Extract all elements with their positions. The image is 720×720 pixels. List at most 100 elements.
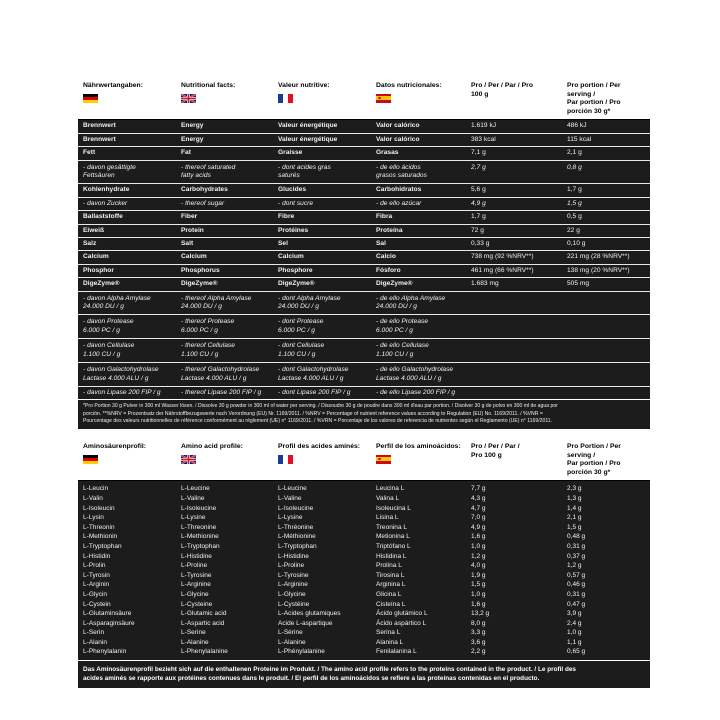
amino-value-100g: 7,0 g: [466, 513, 562, 523]
amino-cell-en: L-Phenylalanine: [176, 647, 273, 661]
nutrition-header-de-label: Nährwertangaben:: [83, 82, 143, 89]
nutrition-cell-fr: - dont Lipase 200 FIP / g: [273, 385, 371, 400]
amino-cell-en: L-Alanine: [176, 637, 273, 648]
nutrition-cell-es: Grasas: [371, 146, 466, 161]
nutrition-cell-en: - thereof Lipase 200 FIP / g: [176, 385, 273, 400]
nutrition-value-100g: [466, 314, 562, 339]
amino-cell-es: Treonina L: [371, 522, 466, 533]
nutrition-value-serving: 1,5 g: [562, 196, 650, 211]
amino-cell-fr: L-Glycine: [273, 589, 371, 600]
nutrition-cell-es: Sal: [371, 237, 466, 251]
amino-cell-fr: L-Phénylalanine: [273, 647, 371, 661]
amino-value-serving: 1,2 g: [562, 561, 650, 571]
nutrition-cell-de: - davon Protease 6.000 PC / g: [78, 314, 176, 339]
amino-value-100g: 1,0 g: [466, 589, 562, 600]
nutrition-cell-fr: - dont Protease 6.000 PC / g: [273, 314, 371, 339]
nutrition-cell-es: Calcio: [371, 250, 466, 265]
nutrition-cell-en: - thereof sugar: [176, 196, 273, 211]
amino-value-100g: 1,5 g: [466, 580, 562, 590]
amino-cell-de: L-Prolin: [78, 561, 176, 571]
nutrition-header-per-serving: Pro portion / Per serving / Par portion …: [562, 78, 650, 121]
amino-value-100g: 7,7 g: [466, 480, 562, 494]
nutrition-row: Brennwert Energy Valeur énergétique Valor c…: [78, 119, 650, 134]
nutrition-cell-fr: Glucides: [273, 183, 371, 198]
amino-cell-es: Alanina L: [371, 637, 466, 648]
nutrition-cell-de: - davon Cellulase 1.100 CU / g: [78, 338, 176, 363]
nutrition-cell-es: Valor calórico: [371, 132, 466, 147]
nutrition-footnote-line: porción. **%NRV = Prozentsatz der Nährst…: [83, 410, 543, 417]
nutrition-row: - davon gesättigte Fettsäuren - thereof sa…: [78, 159, 650, 184]
amino-cell-fr: L-Acides glutamiques: [273, 609, 371, 619]
nutrition-cell-en: Fiber: [176, 210, 273, 225]
nutrition-cell-de: Brennwert: [78, 132, 176, 147]
amino-header-fr-label: Profil des acides aminés:: [278, 443, 361, 450]
nutrition-row: Brennwert Energy Valeur énergétique Valor c…: [78, 132, 650, 147]
amino-cell-fr: L-Méthionine: [273, 532, 371, 542]
nutrition-cell-fr: Graisse: [273, 146, 371, 161]
amino-value-serving: 1,1 g: [562, 637, 650, 648]
nutrition-cell-de: Salz: [78, 237, 176, 251]
nutrition-cell-de: Phosphor: [78, 263, 176, 278]
nutrition-value-100g: 4,9 g: [466, 196, 562, 211]
nutrition-value-100g: 2,7 g: [466, 159, 562, 184]
amino-value-serving: 2,4 g: [562, 618, 650, 629]
nutrition-cell-de: Brennwert: [78, 119, 176, 134]
amino-cell-de: L-Isoleucin: [78, 503, 176, 514]
amino-value-serving: 0,48 g: [562, 532, 650, 542]
nutrition-cell-es: - de ello Alpha Amylase 24.000 DU / g: [371, 290, 466, 315]
amino-cell-es: Prolina L: [371, 561, 466, 571]
nutrition-cell-en: Carbohydrates: [176, 183, 273, 198]
flag-france-icon: [278, 454, 367, 464]
nutrition-cell-en: Fat: [176, 146, 273, 161]
amino-cell-fr: Acide L-aspartique: [273, 618, 371, 629]
amino-header-per-100g: Pro / Per / Par / Pro 100 g: [466, 439, 562, 482]
amino-cell-fr: L-Isoleucine: [273, 503, 371, 514]
nutrition-value-100g: [466, 385, 562, 400]
nutrition-cell-fr: Sel: [273, 237, 371, 251]
nutrition-row: Fett Fat Graisse Grasas 7,1 g 2,1 g: [78, 146, 650, 161]
amino-cell-de: L-Methionin: [78, 532, 176, 542]
nutrition-cell-es: DigeZyme®: [371, 277, 466, 292]
nutrition-header-es: Datos nutricionales:: [371, 78, 466, 121]
nutrition-cell-en: Salt: [176, 237, 273, 251]
amino-cell-es: Isoleucina L: [371, 503, 466, 514]
amino-cell-fr: L-Valine: [273, 493, 371, 504]
nutrition-value-serving: 115 kcal: [562, 132, 650, 147]
nutrition-header-de: Nährwertangaben:: [78, 78, 176, 121]
nutrition-cell-de: - davon gesättigte Fettsäuren: [78, 159, 176, 184]
nutrition-cell-es: - de ello Protease 6.000 PC / g: [371, 314, 466, 339]
nutrition-cell-es: - de ello Lipase 200 FIP / g: [371, 385, 466, 400]
nutrition-cell-en: - thereof Cellulase 1.100 CU / g: [176, 338, 273, 363]
nutrition-cell-fr: Phosphore: [273, 263, 371, 278]
amino-cell-en: L-Glutamic acid: [176, 609, 273, 619]
amino-acid-table: Aminosäurenprofil: Amino acid profile:: [78, 439, 650, 661]
amino-value-100g: 3,6 g: [466, 637, 562, 648]
amino-value-serving: 1,4 g: [562, 503, 650, 514]
amino-value-serving: 1,3 g: [562, 493, 650, 504]
amino-acid-row: L-Lysin L-Lysine L-Lysine Lisina L 7,0 g 2,1 …: [78, 513, 650, 523]
nutrition-row: Calcium Calcium Calcium Calcio 738 mg (92 %N…: [78, 250, 650, 265]
amino-value-100g: 4,3 g: [466, 493, 562, 504]
amino-cell-en: L-Aspartic acid: [176, 618, 273, 629]
amino-value-100g: 1,6 g: [466, 532, 562, 542]
amino-cell-en: L-Threonine: [176, 522, 273, 533]
amino-cell-de: L-Serin: [78, 628, 176, 638]
amino-value-100g: 1,0 g: [466, 541, 562, 552]
flag-uk-icon: [181, 454, 269, 464]
nutrition-value-serving: 1,7 g: [562, 183, 650, 198]
amino-cell-de: L-Glycin: [78, 589, 176, 600]
nutrition-row: DigeZyme® DigeZyme® DigeZyme® DigeZyme® 1.68…: [78, 277, 650, 292]
amino-cell-fr: L-Cystéine: [273, 599, 371, 610]
nutrition-value-100g: 738 mg (92 %NRV**): [466, 250, 562, 265]
amino-cell-de: L-Tryptophan: [78, 541, 176, 552]
nutrition-cell-en: Phosphorus: [176, 263, 273, 278]
nutrition-value-serving: 22 g: [562, 223, 650, 238]
amino-value-100g: 13,2 g: [466, 609, 562, 619]
amino-cell-de: L-Cystein: [78, 599, 176, 610]
nutrition-value-100g: 1.683 mg: [466, 277, 562, 292]
nutrition-cell-fr: - dont Alpha Amylase 24.000 DU / g: [273, 290, 371, 315]
nutrition-value-serving: [562, 290, 650, 315]
amino-acid-panel: Aminosäurenprofil: Amino acid profile:: [78, 439, 650, 689]
